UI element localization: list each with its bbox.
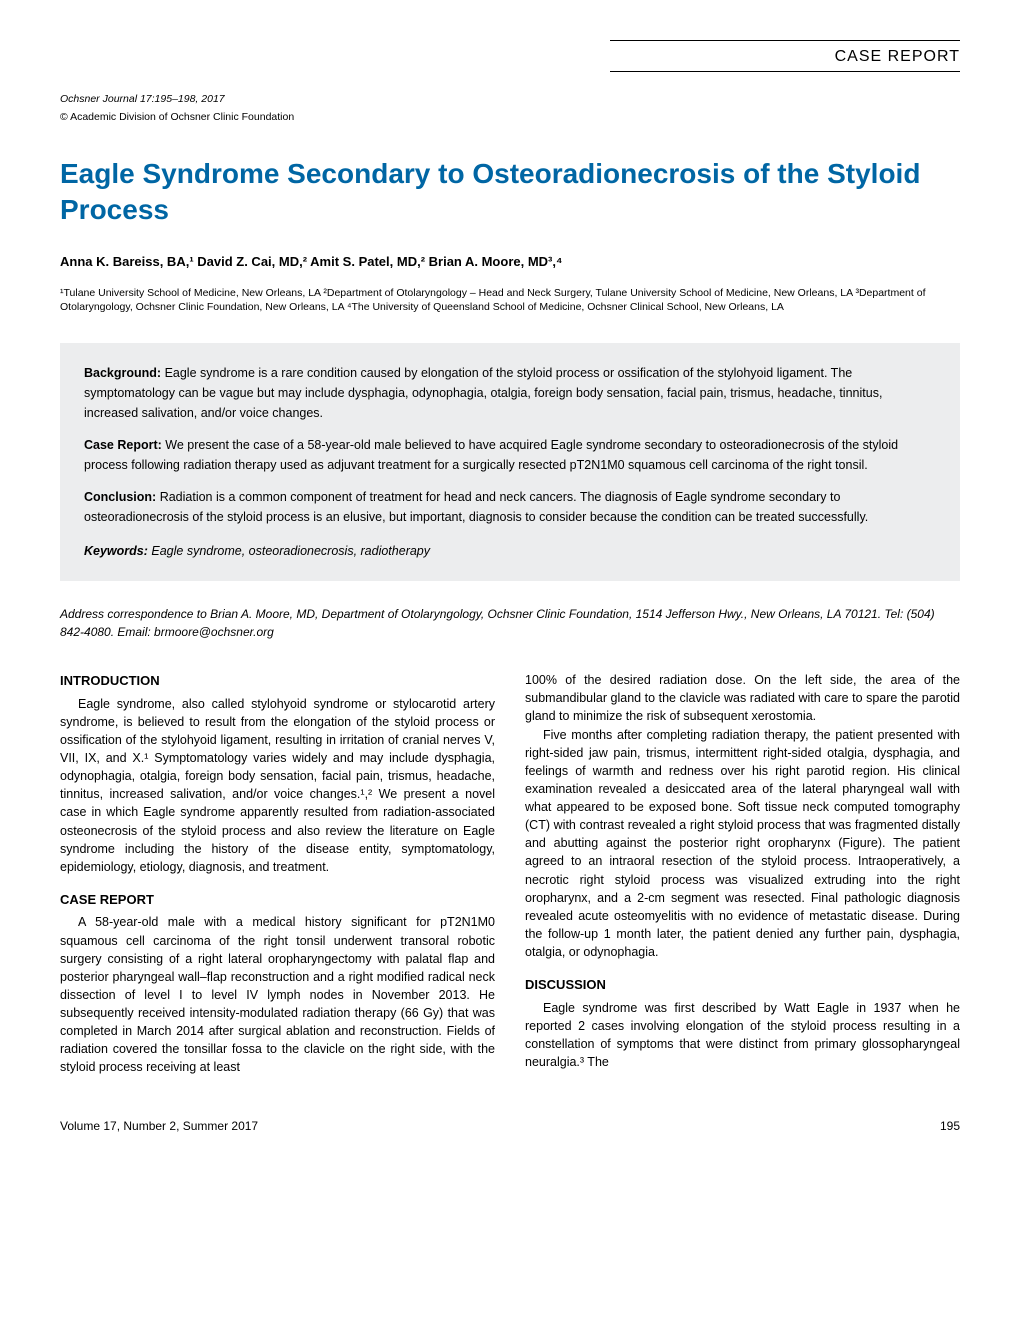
case-report-paragraph-1: A 58-year-old male with a medical histor… <box>60 913 495 1076</box>
case-report-label: CASE REPORT <box>60 45 960 69</box>
copyright-line: © Academic Division of Ochsner Clinic Fo… <box>60 110 960 126</box>
introduction-paragraph: Eagle syndrome, also called stylohyoid s… <box>60 695 495 876</box>
journal-citation: Ochsner Journal 17:195–198, 2017 <box>60 92 960 108</box>
footer-left: Volume 17, Number 2, Summer 2017 <box>60 1117 258 1135</box>
discussion-paragraph-1: Eagle syndrome was first described by Wa… <box>525 999 960 1072</box>
case-text: We present the case of a 58-year-old mal… <box>84 438 898 472</box>
correspondence-info: Address correspondence to Brian A. Moore… <box>60 605 960 641</box>
background-text: Eagle syndrome is a rare condition cause… <box>84 366 882 420</box>
left-column: INTRODUCTION Eagle syndrome, also called… <box>60 671 495 1076</box>
right-column: 100% of the desired radiation dose. On t… <box>525 671 960 1076</box>
author-list: Anna K. Bareiss, BA,¹ David Z. Cai, MD,²… <box>60 252 960 272</box>
case-paragraph-2: Five months after completing radiation t… <box>525 726 960 962</box>
abstract-box: Background: Eagle syndrome is a rare con… <box>60 343 960 581</box>
conclusion-text: Radiation is a common component of treat… <box>84 490 868 524</box>
discussion-heading: DISCUSSION <box>525 975 960 995</box>
affiliations: ¹Tulane University School of Medicine, N… <box>60 286 960 315</box>
introduction-heading: INTRODUCTION <box>60 671 495 691</box>
case-report-heading: CASE REPORT <box>60 890 495 910</box>
abstract-background: Background: Eagle syndrome is a rare con… <box>84 363 936 423</box>
case-label: Case Report: <box>84 438 162 452</box>
keywords-text: Eagle syndrome, osteoradionecrosis, radi… <box>148 544 430 558</box>
case-continuation-paragraph: 100% of the desired radiation dose. On t… <box>525 671 960 725</box>
body-columns: INTRODUCTION Eagle syndrome, also called… <box>60 671 960 1076</box>
background-label: Background: <box>84 366 161 380</box>
header-rule-top <box>610 40 960 41</box>
header-rule-bottom <box>610 71 960 72</box>
page-footer: Volume 17, Number 2, Summer 2017 195 <box>60 1117 960 1135</box>
article-title: Eagle Syndrome Secondary to Osteoradione… <box>60 156 960 229</box>
conclusion-label: Conclusion: <box>84 490 156 504</box>
abstract-conclusion: Conclusion: Radiation is a common compon… <box>84 487 936 527</box>
page-number: 195 <box>940 1117 960 1135</box>
abstract-case-report: Case Report: We present the case of a 58… <box>84 435 936 475</box>
keywords-line: Keywords: Eagle syndrome, osteoradionecr… <box>84 541 936 561</box>
keywords-label: Keywords: <box>84 544 148 558</box>
